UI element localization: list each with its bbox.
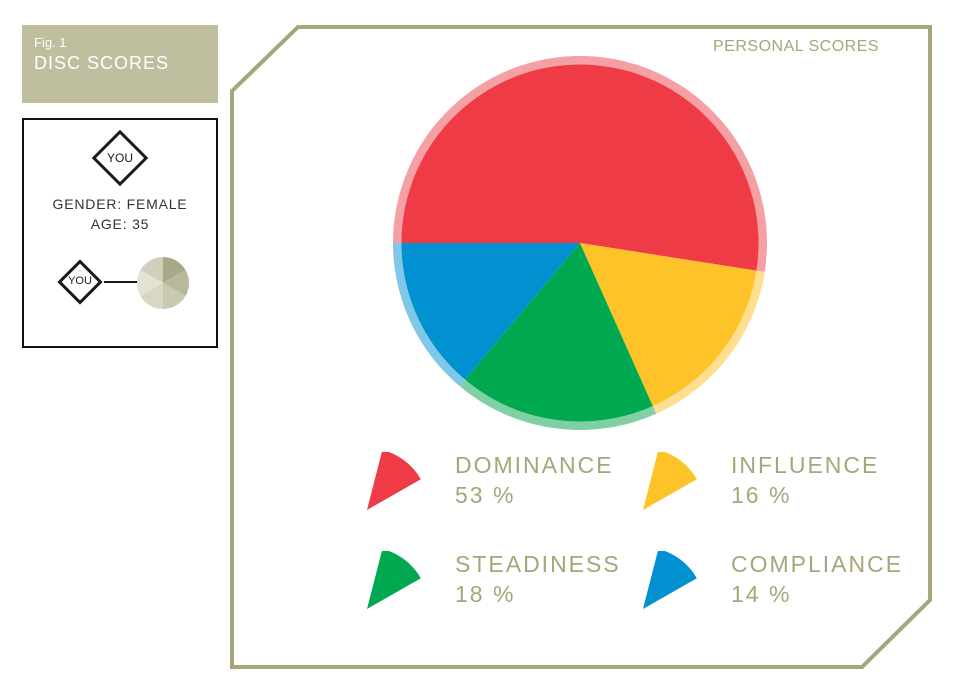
steadiness-wedge-shape [367,551,421,609]
steadiness-wedge-icon [367,551,421,609]
pie-slice-influence [580,243,757,406]
mini-pie-slice [163,270,190,296]
dominance-wedge-icon [367,452,421,510]
legend-value: 53 % [455,482,516,508]
pie-ring-influence [652,270,765,414]
mini-pie-slice [163,257,186,283]
figure-title: DISC SCORES [34,53,170,73]
mini-pie-slice [163,283,186,309]
legend-label: STEADINESS [455,551,621,577]
panel-label: PERSONAL SCORES [713,38,880,55]
figure-caption: Fig. 1 DISC SCORES [22,25,218,103]
influence-wedge-shape [643,452,697,510]
you-small-badge-label: YOU [68,275,92,287]
pie-ring-compliance [393,243,466,387]
pie-slice-dominance [401,64,759,271]
age-text: AGE: 35 [90,216,150,232]
connector-line [104,281,138,283]
mini-pie-slice [136,270,163,296]
mini-pie-slice [140,283,163,309]
dominance-wedge-shape [367,452,421,510]
disc-pie-chart [393,55,767,430]
influence-wedge-icon [643,452,697,510]
legend-label: COMPLIANCE [731,551,904,577]
legend-value: 16 % [731,482,792,508]
gender-text: GENDER: FEMALE [52,196,188,212]
legend-label: DOMINANCE [455,452,614,478]
compliance-wedge-shape [643,551,697,609]
profile-card: YOU GENDER: FEMALE AGE: 35 YOU [22,118,218,348]
legend-value: 18 % [455,581,516,607]
figure-number: Fig. 1 [34,35,67,50]
pie-slice-steadiness [465,243,653,422]
legend-label: INFLUENCE [731,452,880,478]
you-badge-label: YOU [106,151,133,165]
mini-pie-icon [136,257,190,309]
mini-pie-slice [140,257,163,283]
legend-value: 14 % [731,581,792,607]
compliance-wedge-icon [643,551,697,609]
pie-slice-compliance [401,243,580,380]
